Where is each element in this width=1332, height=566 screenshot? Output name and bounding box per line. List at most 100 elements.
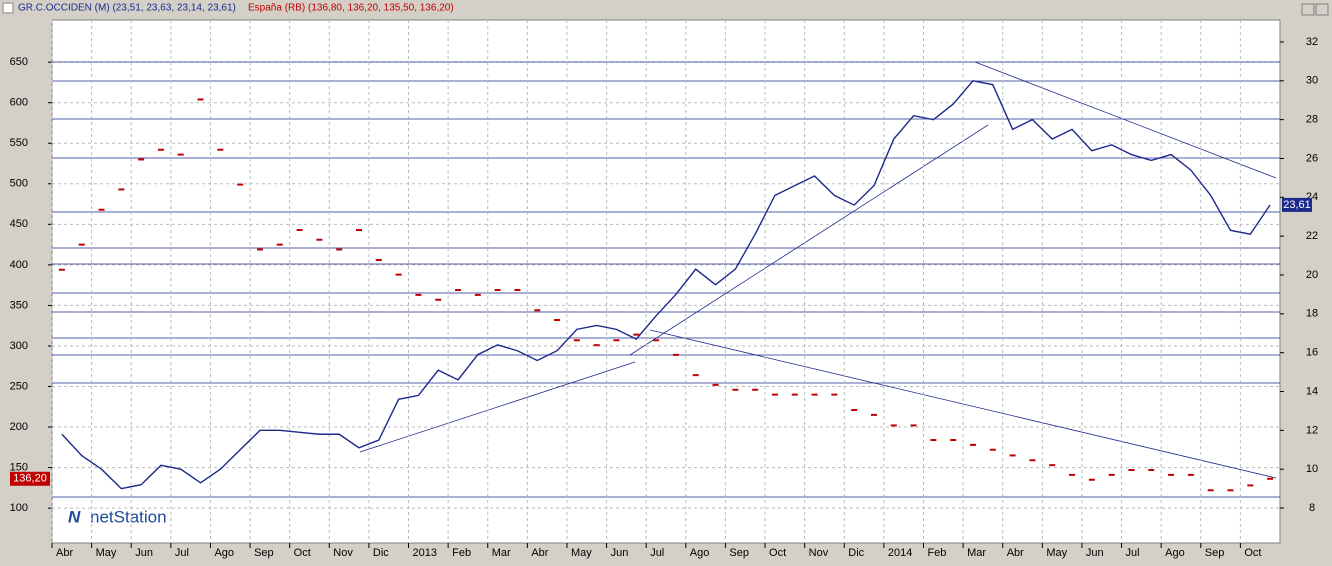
series-point — [237, 183, 244, 186]
y2-tick-label: 32 — [1306, 36, 1318, 48]
series-point — [1207, 489, 1214, 492]
x-tick-label: Dic — [373, 547, 389, 559]
series-point — [870, 413, 877, 416]
series-point — [732, 388, 739, 391]
series-point — [474, 293, 481, 296]
series-point — [930, 439, 937, 442]
series-point — [752, 388, 759, 391]
series-point — [890, 424, 897, 427]
y-tick-label: 400 — [10, 259, 28, 271]
series-point — [1049, 464, 1056, 467]
series-line — [61, 80, 1271, 490]
x-tick-label: May — [571, 547, 592, 559]
series-point — [1108, 473, 1115, 476]
series-point — [831, 393, 838, 396]
series-point — [177, 153, 184, 156]
maximize-button[interactable] — [1315, 3, 1329, 16]
series-point — [375, 259, 382, 262]
x-tick-label: Nov — [333, 547, 353, 559]
series-point — [395, 273, 402, 276]
x-tick-label: Feb — [927, 547, 946, 559]
y-tick-label: 500 — [10, 178, 28, 190]
x-tick-label: Jul — [175, 547, 189, 559]
series-point — [356, 229, 362, 232]
plot-area — [51, 19, 1281, 544]
series-point — [573, 339, 580, 342]
series-point — [672, 353, 679, 356]
series-point — [1009, 454, 1016, 457]
y2-tick-label: 26 — [1306, 152, 1318, 164]
series-point — [276, 243, 283, 246]
last-value-label: 136,20 — [13, 473, 47, 485]
window-icon[interactable] — [2, 2, 14, 14]
x-tick-label: Jun — [1086, 547, 1104, 559]
y2-tick-label: 18 — [1306, 308, 1318, 320]
series-point — [415, 293, 422, 296]
y-tick-label: 550 — [10, 137, 28, 149]
y-tick-label: 600 — [10, 97, 28, 109]
x-tick-label: May — [96, 547, 117, 559]
x-tick-label: Feb — [452, 547, 471, 559]
x-tick-label: Jul — [650, 547, 664, 559]
series-point — [1148, 469, 1155, 472]
series-point — [217, 148, 224, 151]
series-point — [771, 393, 778, 396]
x-tick-label: Oct — [769, 547, 786, 559]
y2-tick-label: 28 — [1306, 114, 1318, 126]
series-point — [455, 289, 462, 292]
x-tick-label: Abr — [56, 547, 73, 559]
series-point — [336, 248, 343, 251]
minimize-button[interactable] — [1301, 3, 1315, 16]
last-value-label: 23,61 — [1283, 199, 1311, 211]
x-tick-label: Abr — [1007, 547, 1024, 559]
y2-tick-label: 14 — [1306, 385, 1318, 397]
series-point — [613, 339, 620, 342]
series-point — [593, 344, 600, 347]
x-tick-label: Sep — [729, 547, 749, 559]
series-point — [633, 333, 640, 336]
x-tick-label: Sep — [1205, 547, 1225, 559]
last-value-box — [10, 471, 50, 486]
series-point — [970, 443, 976, 446]
series-point — [118, 188, 125, 191]
y-tick-label: 150 — [10, 461, 28, 473]
series-point — [712, 383, 719, 386]
x-tick-label: Sep — [254, 547, 274, 559]
x-tick-label: Oct — [294, 547, 311, 559]
y-tick-label: 100 — [10, 502, 28, 514]
series-header: GR.C.OCCIDEN (M) (23,51, 23,63, 23,14, 2… — [18, 3, 236, 14]
x-tick-label: May — [1046, 547, 1067, 559]
series-point — [1247, 484, 1254, 487]
series-point — [435, 298, 442, 301]
series-point — [989, 448, 996, 451]
series-point — [1227, 489, 1234, 492]
series-header: España (RB) (136,80, 136,20, 135,50, 136… — [248, 3, 454, 14]
x-tick-label: Mar — [967, 547, 986, 559]
x-tick-label: Ago — [214, 547, 234, 559]
series-point — [58, 268, 65, 271]
x-tick-label: 2014 — [888, 547, 912, 559]
series-point — [950, 439, 957, 442]
x-tick-label: Jun — [135, 547, 153, 559]
series-point — [1187, 473, 1194, 476]
series-point — [791, 393, 798, 396]
y-tick-label: 200 — [10, 421, 28, 433]
series-point — [78, 243, 85, 246]
series-point — [851, 409, 858, 412]
series-point — [256, 248, 263, 251]
y2-tick-label: 22 — [1306, 230, 1318, 242]
series-point — [1267, 477, 1274, 480]
series-point — [534, 309, 541, 312]
x-tick-label: Oct — [1244, 547, 1261, 559]
brand-logo: N — [68, 507, 81, 526]
y-tick-label: 350 — [10, 299, 28, 311]
series-point — [138, 158, 145, 161]
y2-tick-label: 30 — [1306, 75, 1318, 87]
brand: netStation — [90, 507, 167, 526]
y-tick-label: 300 — [10, 340, 28, 352]
series-point — [811, 393, 818, 396]
y2-tick-label: 12 — [1306, 424, 1318, 436]
series-point — [494, 289, 501, 292]
x-tick-label: Nov — [809, 547, 829, 559]
